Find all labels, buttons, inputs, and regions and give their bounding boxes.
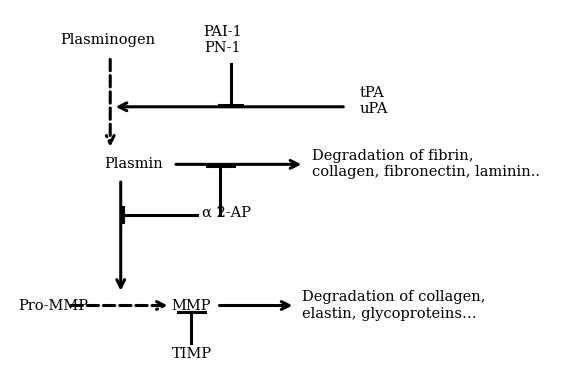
Text: TIMP: TIMP	[171, 347, 212, 361]
Text: Plasmin: Plasmin	[105, 157, 163, 172]
Text: α 2-AP: α 2-AP	[202, 205, 251, 220]
Text: Pro-MMP: Pro-MMP	[18, 299, 89, 313]
Text: tPA
uPA: tPA uPA	[359, 86, 388, 116]
Text: Degradation of collagen,
elastin, glycoproteins…: Degradation of collagen, elastin, glycop…	[301, 290, 485, 320]
Text: Degradation of fibrin,
collagen, fibronectin, laminin..: Degradation of fibrin, collagen, fibrone…	[312, 149, 540, 179]
Text: Plasminogen: Plasminogen	[60, 33, 155, 47]
Text: PAI-1
PN-1: PAI-1 PN-1	[204, 25, 242, 55]
Text: MMP: MMP	[172, 299, 211, 313]
